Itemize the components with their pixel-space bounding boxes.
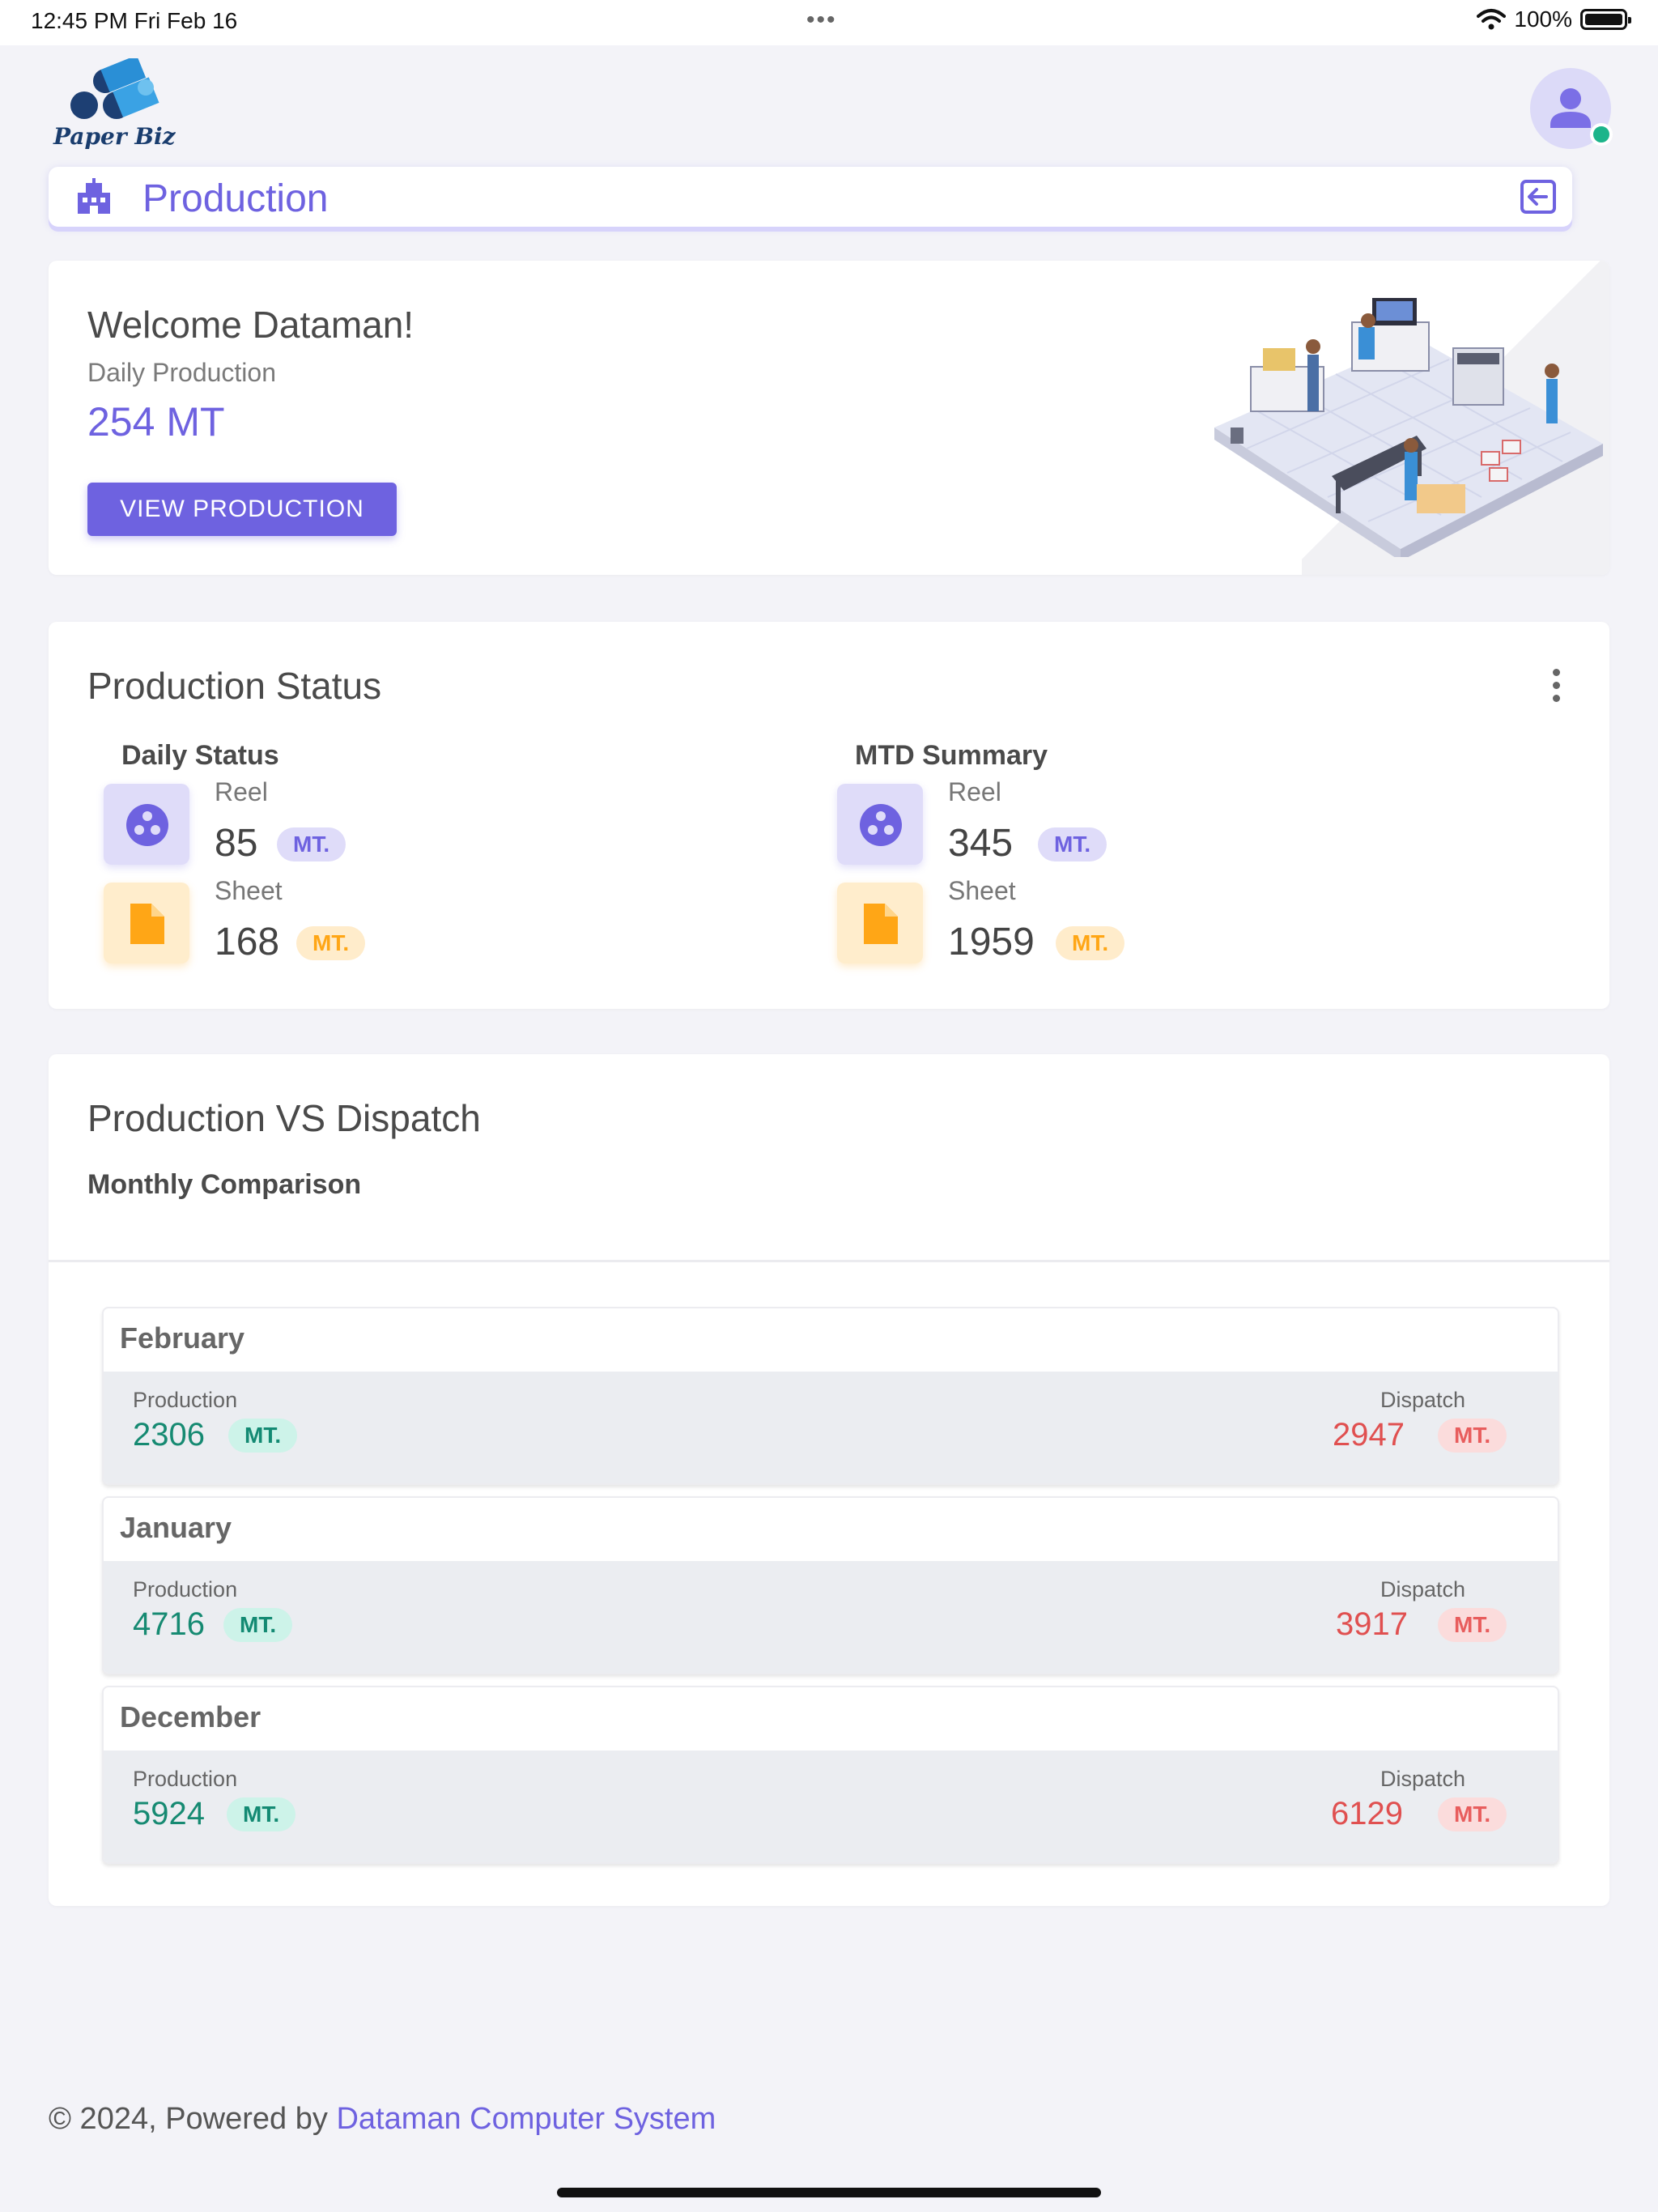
month-name: February bbox=[120, 1321, 245, 1355]
daily-sheet-label: Sheet bbox=[215, 876, 283, 905]
status-time: 12:45 PM Fri Feb 16 bbox=[31, 8, 238, 33]
dispatch-unit-badge: MT. bbox=[1438, 1608, 1507, 1642]
view-production-button[interactable]: VIEW PRODUCTION bbox=[87, 483, 397, 536]
production-vs-dispatch-card: Production VS Dispatch Monthly Compariso… bbox=[49, 1054, 1609, 1906]
document-icon bbox=[130, 904, 164, 944]
production-label: Production bbox=[133, 1577, 238, 1602]
factory-illustration-icon bbox=[1214, 298, 1603, 557]
dispatch-label: Dispatch bbox=[1380, 1388, 1465, 1412]
dispatch-unit-badge: MT. bbox=[1438, 1797, 1507, 1831]
footer-copyright: © 2024, Powered by bbox=[49, 2102, 337, 2136]
user-avatar[interactable] bbox=[1530, 68, 1613, 149]
building-icon bbox=[78, 178, 110, 214]
footer: © 2024, Powered by Dataman Computer Syst… bbox=[49, 2102, 716, 2137]
month-values: Production 4716 MT. Dispatch 3917 MT. bbox=[104, 1561, 1558, 1673]
mtd-summary-title: MTD Summary bbox=[855, 740, 1048, 771]
production-value: 4716 bbox=[133, 1606, 205, 1642]
more-options-icon[interactable] bbox=[1553, 669, 1561, 708]
dispatch-label: Dispatch bbox=[1380, 1577, 1465, 1602]
mtd-reel-value: 345 bbox=[948, 822, 1014, 865]
reel-icon bbox=[860, 804, 902, 846]
month-row-january: January Production 4716 MT. Dispatch 391… bbox=[102, 1496, 1559, 1674]
multitask-dots[interactable]: ••• bbox=[806, 6, 837, 33]
status-right: 100% bbox=[1477, 6, 1631, 32]
welcome-title: Welcome Dataman! bbox=[87, 304, 414, 346]
daily-production-value: 254 MT bbox=[87, 399, 225, 445]
production-unit-badge: MT. bbox=[223, 1608, 293, 1642]
month-name: January bbox=[120, 1511, 232, 1544]
month-name: December bbox=[120, 1700, 261, 1733]
welcome-card: Welcome Dataman! Daily Production 254 MT… bbox=[49, 261, 1609, 575]
exit-icon[interactable] bbox=[1519, 178, 1558, 215]
paper-biz-logo[interactable]: Paper Biz bbox=[50, 55, 180, 154]
production-unit-badge: MT. bbox=[227, 1797, 296, 1831]
person-icon bbox=[1550, 88, 1591, 128]
dispatch-label: Dispatch bbox=[1380, 1767, 1465, 1791]
battery-percent: 100% bbox=[1514, 6, 1572, 32]
battery-icon bbox=[1580, 9, 1631, 30]
document-icon bbox=[864, 904, 898, 944]
ios-status-bar: 12:45 PM Fri Feb 16 ••• 100% bbox=[0, 0, 1658, 45]
daily-reel-unit-badge: MT. bbox=[277, 827, 346, 861]
wifi-icon bbox=[1477, 9, 1507, 30]
production-unit-badge: MT. bbox=[228, 1419, 298, 1453]
daily-sheet-unit-badge: MT. bbox=[296, 926, 366, 960]
month-row-february: February Production 2306 MT. Dispatch 29… bbox=[102, 1307, 1559, 1485]
production-value: 2306 bbox=[133, 1417, 205, 1453]
month-values: Production 5924 MT. Dispatch 6129 MT. bbox=[104, 1750, 1558, 1862]
reel-tile bbox=[104, 784, 189, 865]
production-value: 5924 bbox=[133, 1796, 205, 1831]
month-row-december: December Production 5924 MT. Dispatch 61… bbox=[102, 1686, 1559, 1864]
page-header: Production bbox=[49, 167, 1572, 227]
divider bbox=[49, 1260, 1609, 1262]
mtd-reel-unit-badge: MT. bbox=[1038, 827, 1107, 861]
logo-text: Paper Biz bbox=[53, 123, 176, 150]
sheet-tile bbox=[837, 883, 923, 963]
mtd-sheet-label: Sheet bbox=[948, 876, 1016, 905]
page-title: Production bbox=[142, 177, 329, 220]
daily-reel-value: 85 bbox=[215, 822, 258, 865]
production-label: Production bbox=[133, 1388, 238, 1412]
online-indicator bbox=[1590, 123, 1613, 146]
comparison-title: Production VS Dispatch bbox=[87, 1097, 481, 1139]
daily-sheet-value: 168 bbox=[215, 921, 280, 963]
comparison-subtitle: Monthly Comparison bbox=[87, 1169, 362, 1200]
sheet-tile bbox=[104, 883, 189, 963]
welcome-subtitle: Daily Production bbox=[87, 358, 276, 387]
mtd-sheet-value: 1959 bbox=[948, 921, 1035, 963]
month-values: Production 2306 MT. Dispatch 2947 MT. bbox=[104, 1372, 1558, 1483]
dispatch-value: 2947 bbox=[1333, 1417, 1405, 1453]
paper-rolls-logo-icon bbox=[70, 55, 159, 119]
mtd-reel-label: Reel bbox=[948, 777, 1001, 806]
home-indicator[interactable] bbox=[557, 2188, 1101, 2197]
daily-reel-label: Reel bbox=[215, 777, 268, 806]
footer-company-link[interactable]: Dataman Computer System bbox=[336, 2102, 716, 2136]
reel-icon bbox=[126, 804, 168, 846]
daily-status-title: Daily Status bbox=[121, 740, 279, 771]
production-status-card: Production Status Daily Status Reel 85 M… bbox=[49, 622, 1609, 1009]
production-status-title: Production Status bbox=[87, 665, 382, 707]
reel-tile bbox=[837, 784, 923, 865]
mtd-sheet-unit-badge: MT. bbox=[1056, 926, 1125, 960]
dispatch-unit-badge: MT. bbox=[1438, 1419, 1507, 1453]
dispatch-value: 3917 bbox=[1336, 1606, 1408, 1642]
dispatch-value: 6129 bbox=[1331, 1796, 1403, 1831]
production-label: Production bbox=[133, 1767, 238, 1791]
